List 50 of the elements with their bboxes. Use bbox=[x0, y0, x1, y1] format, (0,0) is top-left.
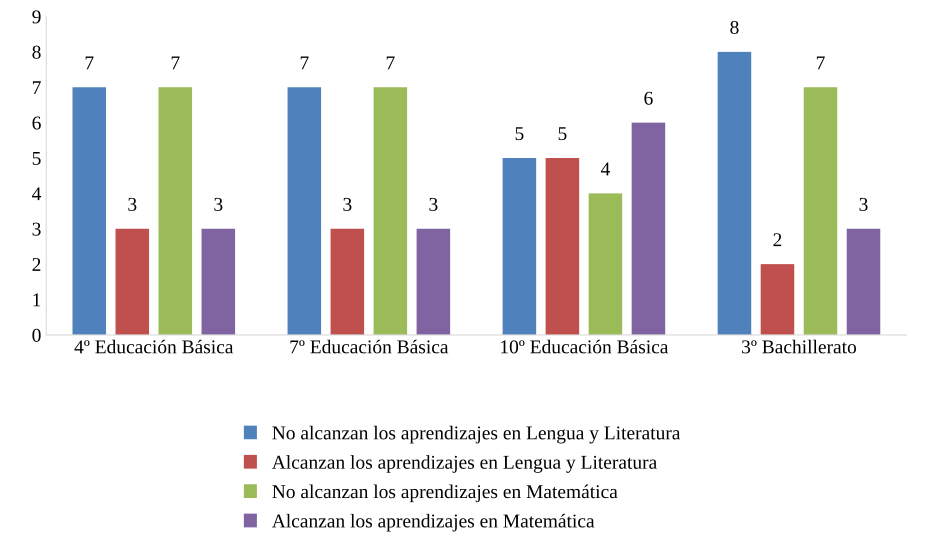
y-tick-label: 6 bbox=[32, 116, 41, 130]
bar bbox=[374, 87, 408, 335]
data-label: 5 bbox=[558, 127, 566, 140]
y-tick-label: 8 bbox=[32, 46, 41, 59]
bar bbox=[632, 122, 666, 335]
bar bbox=[72, 87, 106, 335]
bar bbox=[718, 52, 752, 335]
bar bbox=[804, 87, 838, 335]
data-label: 3 bbox=[214, 198, 222, 211]
y-tick-label: 7 bbox=[32, 81, 41, 94]
bar bbox=[760, 264, 794, 335]
legend-label: Alcanzan los aprendizajes en Lengua y Literatura bbox=[272, 455, 657, 473]
bar bbox=[158, 87, 192, 335]
legend-label: No alcanzan los aprendizajes en Lengua y Literatura bbox=[272, 426, 680, 444]
y-tick-label: 2 bbox=[32, 258, 40, 271]
bar bbox=[588, 193, 622, 335]
bar bbox=[846, 228, 880, 335]
bar bbox=[546, 158, 580, 335]
bar bbox=[416, 228, 450, 335]
bar bbox=[116, 228, 150, 335]
y-tick-label: 1 bbox=[33, 293, 40, 306]
x-tick-label: 3º Bachillerato bbox=[742, 340, 856, 354]
bar bbox=[502, 158, 536, 335]
bar bbox=[288, 87, 322, 335]
legend-label: Alcanzan los aprendizajes en Matemática bbox=[272, 514, 594, 532]
bar bbox=[330, 228, 364, 335]
y-tick-label: 4 bbox=[32, 187, 42, 200]
data-label: 8 bbox=[730, 20, 739, 34]
data-label: 7 bbox=[386, 56, 395, 70]
y-tick-label: 5 bbox=[32, 152, 41, 165]
x-tick-label: 4º Educación Básica bbox=[74, 340, 234, 354]
data-label: 7 bbox=[86, 56, 94, 70]
data-label: 7 bbox=[816, 56, 825, 70]
data-label: 5 bbox=[516, 127, 524, 140]
data-label: 7 bbox=[300, 56, 309, 70]
data-label: 7 bbox=[172, 56, 180, 70]
data-label: 3 bbox=[128, 198, 136, 211]
data-label: 4 bbox=[600, 162, 610, 176]
data-label: 3 bbox=[343, 198, 352, 211]
data-label: 6 bbox=[644, 92, 653, 105]
y-tick-label: 9 bbox=[32, 10, 41, 24]
y-tick-label: 0 bbox=[32, 328, 41, 342]
x-tick-label: 7º Educación Básica bbox=[290, 340, 448, 354]
y-tick-label: 3 bbox=[32, 222, 41, 236]
data-label: 3 bbox=[429, 198, 438, 211]
legend-label: No alcanzan los aprendizajes en Matemática bbox=[272, 484, 618, 502]
data-label: 3 bbox=[860, 198, 868, 211]
data-label: 2 bbox=[773, 233, 782, 246]
x-tick-label: 10º Educación Básica bbox=[501, 340, 668, 354]
bar bbox=[202, 228, 236, 335]
